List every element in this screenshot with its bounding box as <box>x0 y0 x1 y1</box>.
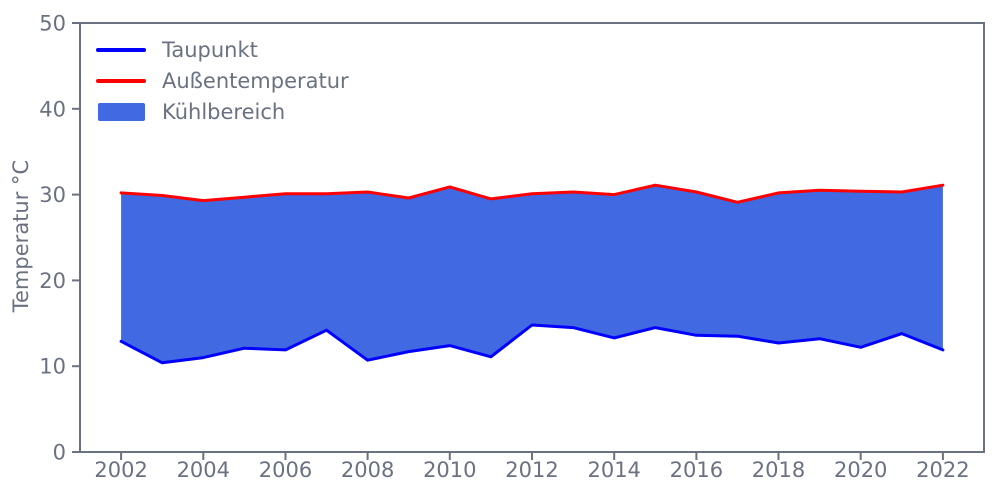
y-axis-label: Temperatur °C <box>9 159 33 313</box>
x-tick-label: 2014 <box>587 458 640 482</box>
aussentemperatur-line-swatch <box>96 79 146 83</box>
line-taupunkt <box>119 323 945 365</box>
taupunkt-line-swatch <box>96 48 146 52</box>
legend-item-aussentemperatur: Außentemperatur <box>96 67 349 95</box>
x-tick-label: 2022 <box>916 458 969 482</box>
y-tick-label: 0 <box>53 441 66 465</box>
x-tick-label: 2002 <box>94 458 147 482</box>
kuehlbereich-patch-swatch <box>96 103 146 121</box>
x-tick-label: 2016 <box>670 458 723 482</box>
y-tick-label: 10 <box>39 355 66 379</box>
legend-label-taupunkt: Taupunkt <box>162 37 258 62</box>
legend-item-taupunkt: Taupunkt <box>96 36 349 64</box>
fill-area-kuehlbereich <box>121 185 943 363</box>
x-tick-label: 2010 <box>423 458 476 482</box>
x-tick-label: 2020 <box>834 458 887 482</box>
y-tick-label: 40 <box>39 97 66 121</box>
y-tick-label: 30 <box>39 183 66 207</box>
x-tick-label: 2006 <box>259 458 312 482</box>
legend-label-kuehlbereich: Kühlbereich <box>162 99 286 124</box>
x-tick-label: 2018 <box>752 458 805 482</box>
legend-label-aussentemperatur: Außentemperatur <box>162 68 349 93</box>
legend: Taupunkt Außentemperatur Kühlbereich <box>96 36 349 126</box>
x-tick-label: 2012 <box>505 458 558 482</box>
y-tick-label: 50 <box>39 12 66 36</box>
x-tick-label: 2008 <box>341 458 394 482</box>
axes-spines <box>79 22 985 453</box>
line-aussentemperatur <box>119 183 945 204</box>
legend-item-kuehlbereich: Kühlbereich <box>96 98 349 126</box>
x-tick-label: 2004 <box>177 458 230 482</box>
y-tick-label: 20 <box>39 269 66 293</box>
